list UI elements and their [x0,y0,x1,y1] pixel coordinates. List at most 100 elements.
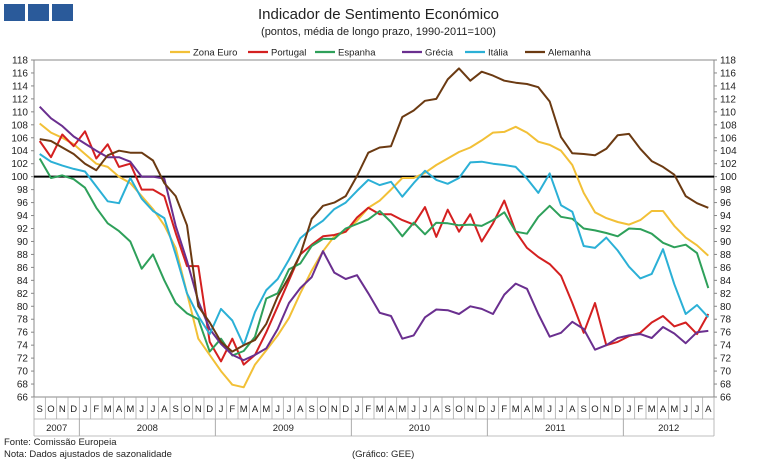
plot-frame [33,59,715,398]
series-line-grécia [38,106,709,362]
y-tick-label-right: 110 [720,107,736,118]
y-tick-label-left: 80 [17,302,29,313]
y-tick-label-right: 80 [720,302,732,313]
y-tick-label-left: 70 [17,367,29,378]
x-tick-label: D [342,404,349,415]
y-tick-label-right: 106 [720,133,737,144]
x-tick-label: J [683,404,688,415]
x-tick-label: A [705,404,712,415]
series-line-portugal [38,130,710,366]
gee-logo [4,4,73,21]
x-tick-label: M [534,404,542,415]
y-tick-label-right: 102 [720,159,737,170]
x-tick-label: J [287,404,292,415]
x-tick-label: N [59,404,66,415]
y-tick-label-right: 92 [720,224,732,235]
y-tick-label-left: 78 [17,315,29,326]
x-tick-label: A [660,404,667,415]
y-tick-label-left: 102 [11,159,28,170]
x-tick-label: J [695,404,700,415]
y-tick-label-left: 72 [17,354,29,365]
x-tick-label: M [648,404,656,415]
x-tick-label: A [252,404,259,415]
legend-label: Espanha [338,48,376,59]
logo-block [28,4,49,21]
x-tick-label: D [70,404,77,415]
y-tick-label-right: 68 [720,380,732,391]
x-tick-label: D [478,404,485,415]
y-tick-label-right: 94 [720,211,732,222]
x-tick-label: M [512,404,520,415]
x-tick-label: M [262,404,270,415]
x-tick-label: D [614,404,621,415]
x-year-label: 2009 [273,423,294,434]
x-tick-label: N [467,404,474,415]
y-tick-label-right: 108 [720,120,737,131]
y-tick-label-left: 96 [17,198,29,209]
x-tick-label: J [355,404,360,415]
legend-label: Alemanha [548,48,591,59]
y-tick-label-right: 86 [720,263,732,274]
chart-subtitle: (pontos, média de longo prazo, 1990-2011… [261,26,496,38]
y-tick-label-right: 70 [720,367,732,378]
x-tick-label: J [275,404,280,415]
legend-label: Zona Euro [193,48,237,59]
x-tick-label: A [524,404,531,415]
x-tick-label: O [183,404,190,415]
y-tick-label-right: 72 [720,354,732,365]
source-note: Fonte: Comissão Europeia [4,437,117,448]
y-tick-label-left: 118 [12,56,28,67]
y-tick-label-left: 86 [17,263,29,274]
y-tick-label-left: 90 [17,237,29,248]
series-line-alemanha [39,67,709,353]
y-tick-label-left: 104 [11,146,28,157]
x-tick-label: F [229,404,235,415]
y-tick-label-right: 112 [720,94,736,105]
x-tick-label: J [83,404,88,415]
y-tick-label-left: 98 [17,185,29,196]
chart-credit: (Gráfico: GEE) [352,449,415,460]
y-tick-label-left: 94 [17,211,29,222]
x-tick-label: M [126,404,134,415]
y-tick-label-left: 112 [12,94,28,105]
x-tick-label: N [331,404,338,415]
x-tick-label: S [36,404,42,415]
y-tick-label-left: 82 [17,289,29,300]
x-tick-label: N [195,404,202,415]
x-tick-label: N [603,404,610,415]
y-tick-label-right: 98 [720,185,732,196]
x-tick-label: O [455,404,462,415]
y-tick-label-left: 84 [17,276,29,287]
y-tick-label-left: 110 [12,107,28,118]
y-tick-label-right: 78 [720,315,732,326]
y-tick-label-left: 76 [17,328,29,339]
y-tick-label-left: 74 [17,341,29,352]
y-tick-label-right: 104 [720,146,737,157]
x-tick-label: O [591,404,598,415]
x-tick-label: F [93,404,99,415]
x-tick-label: S [172,404,178,415]
x-tick-label: J [559,404,564,415]
y-tick-label-right: 90 [720,237,732,248]
y-tick-label-left: 108 [11,120,28,131]
y-tick-label-left: 66 [17,393,29,404]
y-tick-label-right: 66 [720,393,732,404]
x-tick-label: A [433,404,440,415]
x-tick-label: M [376,404,384,415]
y-tick-label-left: 116 [12,68,28,79]
y-tick-label-right: 118 [720,56,736,67]
x-year-label: 2011 [545,423,565,434]
y-tick-label-right: 116 [720,68,736,79]
x-tick-label: O [319,404,326,415]
x-year-label: 2012 [658,423,679,434]
x-tick-label: J [547,404,552,415]
x-tick-label: M [670,404,678,415]
x-tick-label: A [388,404,395,415]
x-tick-label: D [206,404,213,415]
x-tick-label: S [580,404,586,415]
x-tick-label: J [627,404,632,415]
seasonal-note: Nota: Dados ajustados de sazonalidade [4,449,172,460]
x-tick-label: O [47,404,54,415]
y-tick-label-right: 114 [720,81,736,92]
